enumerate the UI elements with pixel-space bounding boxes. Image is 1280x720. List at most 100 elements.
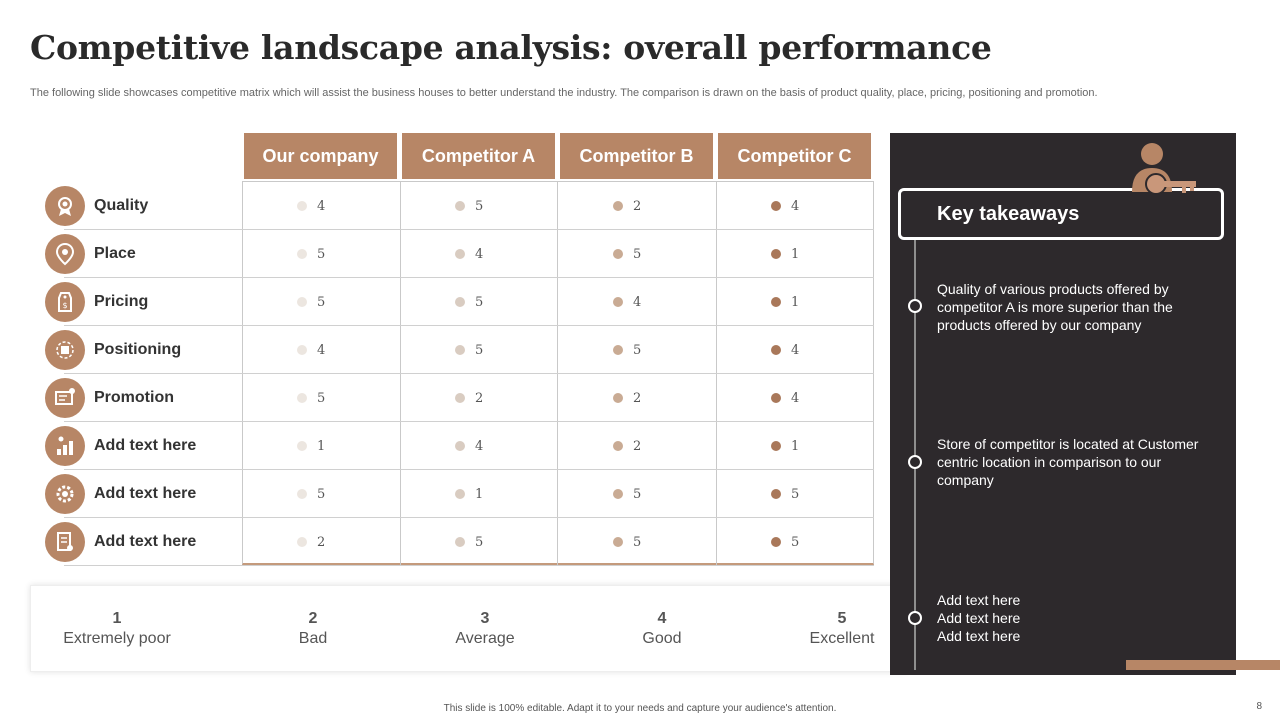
score-cell: 4 bbox=[613, 278, 641, 326]
row-divider bbox=[64, 325, 874, 326]
score-cell: 5 bbox=[455, 326, 483, 374]
column-header-our-company: Our company bbox=[244, 133, 397, 179]
score-cell: 5 bbox=[297, 230, 325, 278]
score-value: 1 bbox=[317, 438, 326, 454]
legend-number: 1 bbox=[112, 610, 122, 627]
score-dot bbox=[297, 297, 307, 307]
score-dot bbox=[771, 489, 781, 499]
key-takeaways-title: Key takeaways bbox=[898, 188, 1224, 240]
legend-text: Good bbox=[642, 630, 682, 647]
score-dot bbox=[613, 393, 623, 403]
score-dot bbox=[613, 345, 623, 355]
score-cell: 4 bbox=[771, 374, 799, 422]
score-cell: 5 bbox=[613, 230, 641, 278]
score-value: 5 bbox=[317, 294, 326, 310]
score-value: 5 bbox=[475, 342, 484, 358]
score-value: 4 bbox=[317, 342, 326, 358]
legend-text: Average bbox=[455, 630, 515, 647]
row-divider bbox=[64, 565, 874, 566]
score-cell: 4 bbox=[771, 326, 799, 374]
score-value: 4 bbox=[475, 246, 484, 262]
score-cell: 5 bbox=[297, 374, 325, 422]
score-cell: 4 bbox=[297, 326, 325, 374]
row-label: Promotion bbox=[94, 389, 174, 406]
score-cell: 2 bbox=[297, 518, 325, 566]
score-cell: 1 bbox=[771, 422, 799, 470]
column-header-competitor-a: Competitor A bbox=[402, 133, 555, 179]
location-pin-icon bbox=[45, 234, 85, 274]
score-dot bbox=[455, 537, 465, 547]
score-cell: 5 bbox=[771, 470, 799, 518]
score-value: 5 bbox=[475, 534, 484, 550]
page-title: Competitive landscape analysis: overall … bbox=[30, 28, 992, 67]
score-dot bbox=[455, 489, 465, 499]
accent-bar bbox=[1126, 660, 1280, 670]
megaphone-icon bbox=[45, 378, 85, 418]
row-divider bbox=[64, 229, 874, 230]
score-value: 5 bbox=[633, 342, 642, 358]
score-value: 4 bbox=[791, 390, 800, 406]
row-divider bbox=[64, 517, 874, 518]
score-dot bbox=[455, 201, 465, 211]
score-cell: 5 bbox=[771, 518, 799, 566]
score-dot bbox=[771, 201, 781, 211]
takeaway-text: Store of competitor is located at Custom… bbox=[937, 436, 1199, 488]
price-tag-icon: $ bbox=[45, 282, 85, 322]
row-label: Pricing bbox=[94, 293, 149, 310]
score-cell: 5 bbox=[455, 278, 483, 326]
legend-text: Excellent bbox=[809, 630, 875, 647]
score-cell: 5 bbox=[455, 518, 483, 566]
legend-item: 1 Extremely poor bbox=[63, 610, 171, 648]
legend-number: 4 bbox=[657, 610, 667, 627]
legend-number: 5 bbox=[837, 610, 847, 627]
score-cell: 1 bbox=[771, 278, 799, 326]
score-dot bbox=[771, 345, 781, 355]
legend-number: 2 bbox=[308, 610, 318, 627]
row-label: Place bbox=[94, 245, 136, 262]
timeline-dot bbox=[908, 455, 922, 469]
score-cell: 4 bbox=[455, 422, 483, 470]
score-value: 4 bbox=[633, 294, 642, 310]
score-cell: 5 bbox=[455, 182, 483, 230]
score-dot bbox=[771, 249, 781, 259]
score-cell: 2 bbox=[613, 374, 641, 422]
score-value: 2 bbox=[317, 534, 326, 550]
gear-icon bbox=[45, 474, 85, 514]
svg-text:$: $ bbox=[62, 301, 67, 310]
score-cell: 5 bbox=[297, 278, 325, 326]
score-value: 1 bbox=[475, 486, 484, 502]
score-cell: 2 bbox=[613, 182, 641, 230]
score-value: 4 bbox=[791, 342, 800, 358]
score-value: 2 bbox=[475, 390, 484, 406]
person-key-icon bbox=[1132, 143, 1196, 195]
score-value: 2 bbox=[633, 198, 642, 214]
legend-item: 2 Bad bbox=[299, 610, 327, 648]
takeaway-text: Add text here Add text here Add text her… bbox=[937, 592, 1021, 644]
score-value: 1 bbox=[791, 246, 800, 262]
score-value: 1 bbox=[791, 438, 800, 454]
score-dot bbox=[297, 537, 307, 547]
score-value: 5 bbox=[475, 198, 484, 214]
score-dot bbox=[771, 393, 781, 403]
score-value: 5 bbox=[791, 486, 800, 502]
target-icon bbox=[45, 330, 85, 370]
score-value: 5 bbox=[791, 534, 800, 550]
score-value: 5 bbox=[475, 294, 484, 310]
score-dot bbox=[455, 441, 465, 451]
score-value: 4 bbox=[791, 198, 800, 214]
score-dot bbox=[613, 297, 623, 307]
score-dot bbox=[455, 297, 465, 307]
score-dot bbox=[297, 441, 307, 451]
score-cell: 5 bbox=[613, 470, 641, 518]
score-value: 5 bbox=[633, 534, 642, 550]
score-dot bbox=[297, 201, 307, 211]
page-number: 8 bbox=[1256, 701, 1262, 712]
timeline-dot bbox=[908, 299, 922, 313]
row-divider bbox=[64, 277, 874, 278]
score-dot bbox=[297, 249, 307, 259]
score-value: 5 bbox=[633, 486, 642, 502]
legend-text: Extremely poor bbox=[63, 630, 171, 647]
legend-item: 4 Good bbox=[642, 610, 681, 648]
score-dot bbox=[771, 297, 781, 307]
column-header-competitor-c: Competitor C bbox=[718, 133, 871, 179]
